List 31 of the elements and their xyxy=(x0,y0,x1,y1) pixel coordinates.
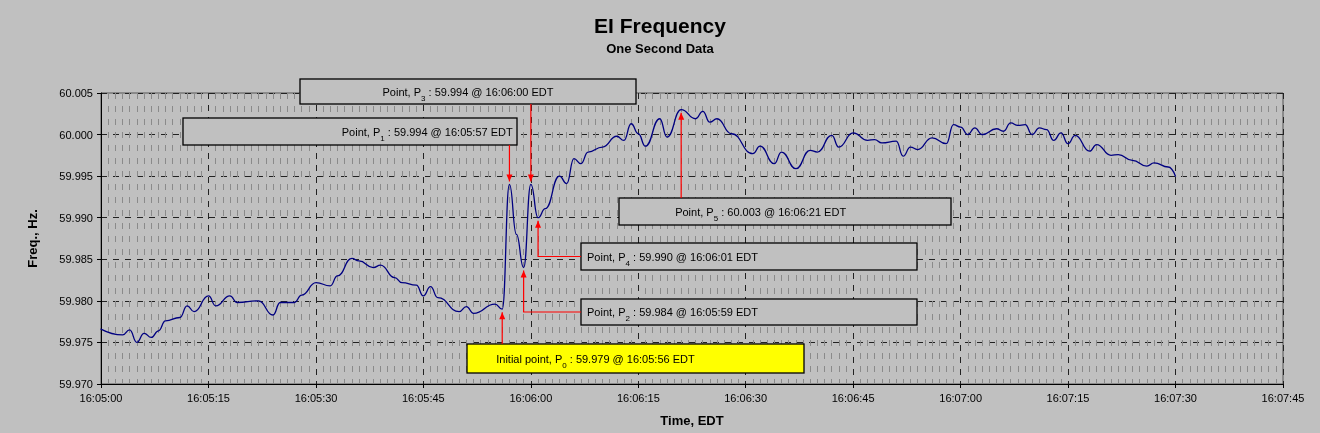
x-tick-label: 16:05:30 xyxy=(294,391,338,404)
y-tick-label: 59.985 xyxy=(59,253,93,266)
annotation: Point, P$_{2}$ : 59.984 @ 16:05:59 EDT xyxy=(587,306,759,323)
x-tick-label: 16:05:15 xyxy=(187,391,230,404)
x-tick-label: 16:07:30 xyxy=(1154,391,1197,404)
annotation: Point, P$_{4}$ : 59.990 @ 16:06:01 EDT xyxy=(587,250,759,267)
x-tick-label: 16:05:00 xyxy=(79,391,123,404)
x-tick-label: 16:06:30 xyxy=(724,391,768,404)
x-tick-label: 16:06:00 xyxy=(509,391,553,404)
x-tick-label: 16:07:45 xyxy=(1261,391,1305,404)
x-axis-title: Time, EDT xyxy=(660,413,724,428)
chart-subtitle: One Second Data xyxy=(606,41,715,56)
y-tick-label: 59.995 xyxy=(59,170,93,183)
annotation: Point, P$_{3}$ : 59.994 @ 16:06:00 EDT xyxy=(382,85,554,102)
y-tick-label: 59.970 xyxy=(59,378,93,390)
y-tick-label: 60.000 xyxy=(59,128,93,141)
y-axis-title: Freq., Hz. xyxy=(25,209,40,268)
annotation: Point, P$_{1}$ : 59.994 @ 16:05:57 EDT xyxy=(341,125,513,142)
x-tick-label: 16:05:45 xyxy=(401,391,445,404)
x-tick-label: 16:07:00 xyxy=(939,391,983,404)
y-tick-label: 59.980 xyxy=(59,294,93,307)
annotation: Initial point, P$_{0}$ : 59.979 @ 16:05:56 EDT xyxy=(496,352,695,369)
y-tick-label: 60.005 xyxy=(59,87,93,99)
x-tick-label: 16:07:15 xyxy=(1046,391,1090,404)
y-tick-label: 59.975 xyxy=(59,336,93,349)
x-tick-label: 16:06:45 xyxy=(831,391,875,404)
y-tick-label: 59.990 xyxy=(59,211,93,224)
x-tick-label: 16:06:15 xyxy=(616,391,660,404)
chart-title: EI Frequency xyxy=(594,14,727,37)
line-series xyxy=(100,108,1177,344)
annotation: Point, P$_{5}$ : 60.003 @ 16:06:21 EDT xyxy=(675,205,847,222)
